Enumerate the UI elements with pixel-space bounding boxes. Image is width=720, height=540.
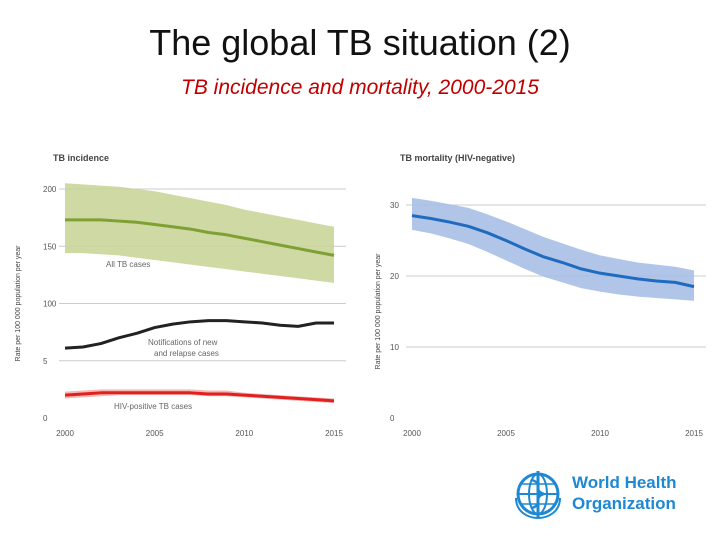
x-tick-label: 2005: [497, 429, 515, 438]
chart-title: TB incidence: [53, 153, 109, 163]
y-tick-label: 5: [43, 357, 48, 366]
x-tick-label: 2015: [325, 429, 343, 438]
y-tick-label: 100: [43, 300, 57, 309]
y-tick-label: 30: [390, 201, 399, 210]
series-annotation: and relapse cases: [154, 349, 219, 358]
slide-title: The global TB situation (2): [149, 22, 571, 63]
who-logo: World Health Organization: [510, 468, 685, 520]
y-tick-label: 10: [390, 343, 399, 352]
series-line: [65, 218, 335, 257]
x-tick-label: 2000: [56, 429, 74, 438]
series-line: [64, 319, 334, 350]
x-tick-label: 2010: [235, 429, 253, 438]
slide-subtitle: TB incidence and mortality, 2000-2015: [181, 76, 539, 99]
x-tick-label: 2000: [403, 429, 421, 438]
x-tick-label: 2010: [591, 429, 609, 438]
x-tick-label: 2015: [685, 429, 703, 438]
series-annotation: All TB cases: [106, 260, 150, 269]
y-tick-label: 150: [43, 242, 57, 251]
who-wordmark-line2: Organization: [572, 494, 676, 513]
series-annotation: HIV-positive TB cases: [114, 402, 192, 411]
y-tick-label: 200: [43, 185, 57, 194]
series-line: [411, 214, 695, 289]
x-tick-label: 2005: [146, 429, 164, 438]
y-tick-label: 20: [390, 272, 399, 281]
y-axis-label: Rate per 100 000 population per year: [15, 245, 22, 362]
tb-mortality-chart: TB mortality (HIV-negative) 0 10 20 30 2000 20…: [375, 153, 706, 438]
chart-title: TB mortality (HIV-negative): [400, 153, 515, 163]
y-tick-label: 0: [43, 414, 48, 423]
series-annotation: Notifications of new: [148, 338, 218, 347]
y-axis-label: Rate per 100 000 population per year: [375, 253, 382, 370]
tb-incidence-chart: TB incidence 0 5 100 150 200 2000 2005 2010 2015 R…: [15, 153, 346, 438]
uncertainty-band: [412, 197, 694, 301]
who-emblem-icon: [515, 471, 561, 520]
y-tick-label: 0: [390, 414, 395, 423]
who-wordmark: World Health Organization: [572, 472, 677, 514]
series-line: [64, 391, 335, 403]
who-wordmark-line1: World Health: [572, 473, 677, 492]
uncertainty-band: [65, 183, 334, 283]
